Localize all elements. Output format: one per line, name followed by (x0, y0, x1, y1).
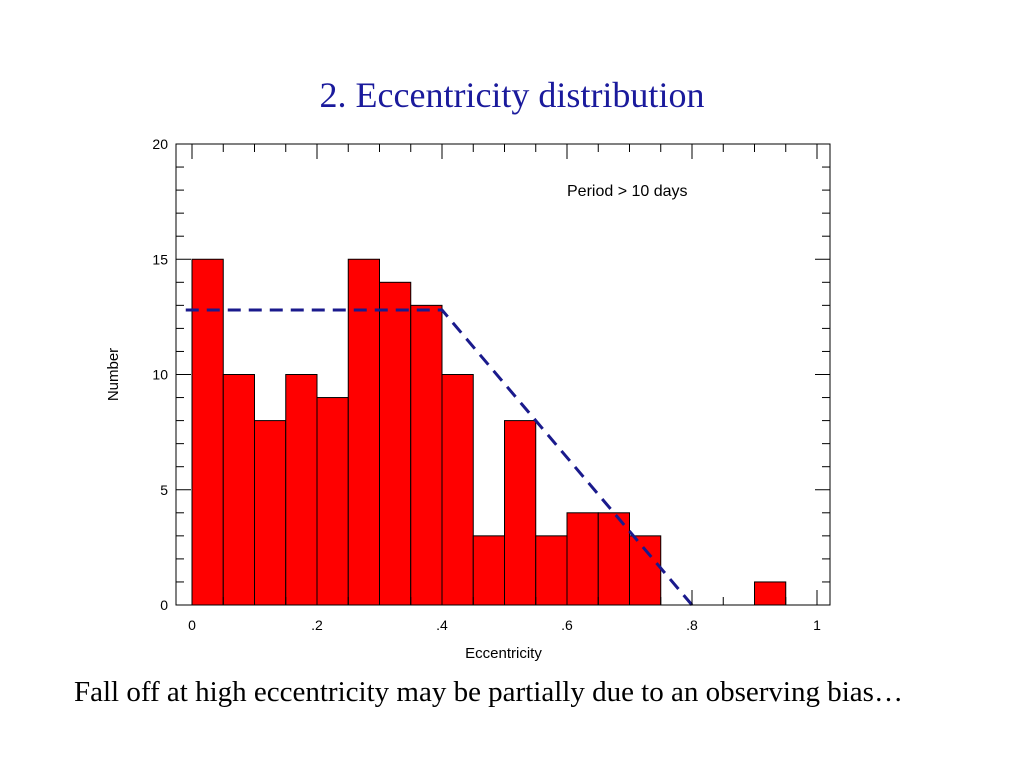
bar (566, 512, 599, 606)
eccentricity-histogram: 0 5 10 15 20 0 .2 .4 .6 .8 1 Period > 10 days Ecce… (105, 136, 831, 662)
slide-caption: Fall off at high eccentricity may be par… (74, 676, 903, 708)
bar (441, 374, 474, 606)
x-tick-label: 1 (813, 617, 821, 633)
y-tick-label: 0 (160, 597, 168, 613)
y-tick-label: 15 (152, 251, 168, 267)
y-tick-label: 20 (152, 136, 168, 152)
bar (629, 535, 662, 606)
period-annotation: Period > 10 days (567, 183, 688, 200)
y-tick-label: 5 (160, 482, 168, 498)
bar (285, 374, 318, 606)
bar (222, 374, 255, 606)
x-tick-label: 0 (188, 617, 196, 633)
x-tick-label: .6 (561, 617, 573, 633)
bar (379, 281, 412, 606)
bar (504, 420, 537, 606)
x-axis-label: Eccentricity (465, 645, 542, 662)
slide-title: 2. Eccentricity distribution (319, 75, 705, 115)
bar (191, 258, 224, 606)
x-tick-label: .4 (436, 617, 448, 633)
fit-line (185, 308, 694, 606)
y-tick-label: 10 (152, 367, 168, 383)
x-tick-label: .8 (686, 617, 698, 633)
bar (254, 420, 287, 606)
bar (410, 304, 443, 606)
bar (535, 535, 568, 606)
bar (316, 397, 349, 606)
x-tick-label: .2 (311, 617, 323, 633)
bars-layer (191, 258, 787, 606)
bar (597, 512, 630, 606)
ticks-layer (176, 143, 830, 606)
labels-layer: 0 5 10 15 20 0 .2 .4 .6 .8 1 (152, 136, 821, 633)
y-axis-label: Number (105, 348, 122, 401)
bar (754, 581, 787, 606)
bar (472, 535, 505, 606)
